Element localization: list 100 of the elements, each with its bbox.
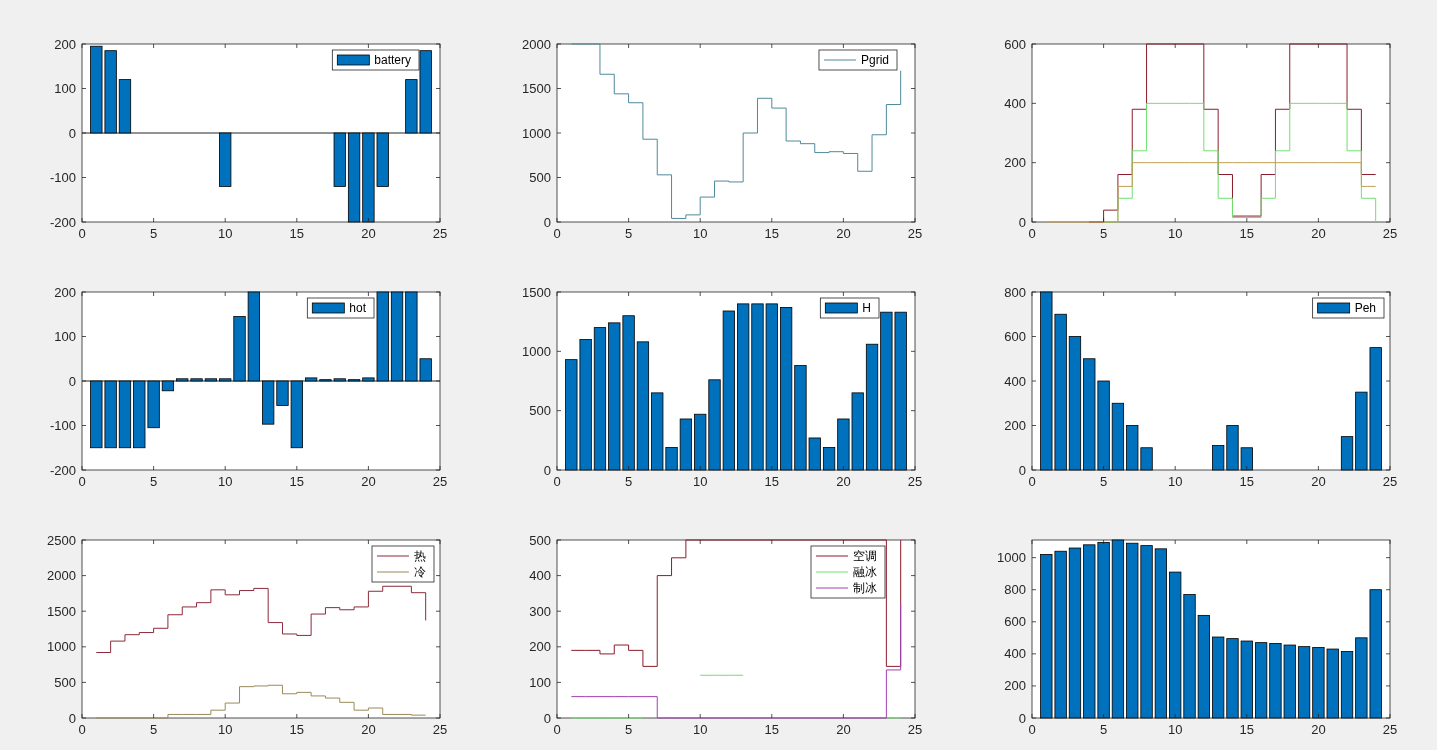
x-tick-label: 5 xyxy=(149,722,158,737)
y-tick-label: 1000 xyxy=(522,343,551,359)
legend-label: 热 xyxy=(414,549,426,564)
y-tick-label: 100 xyxy=(54,329,76,344)
bar xyxy=(304,377,318,382)
bar xyxy=(1111,539,1125,719)
y-tick-label: 2500 xyxy=(47,532,76,548)
y-tick-label: 0 xyxy=(1018,462,1026,478)
x-tick-label: 15 xyxy=(764,226,780,241)
bar xyxy=(636,341,650,471)
y-tick-label: 200 xyxy=(54,284,76,300)
y-tick-label: 500 xyxy=(54,674,76,690)
legend-label: 融冰 xyxy=(853,565,877,580)
y-tick-label: -100 xyxy=(49,170,76,185)
y-tick-label: 100 xyxy=(529,674,551,690)
y-tick-label: 800 xyxy=(1004,582,1026,598)
x-tick-label: 5 xyxy=(1099,226,1108,241)
y-tick-label: 0 xyxy=(68,710,76,726)
y-tick-label: 1000 xyxy=(522,125,551,141)
x-tick-label: 0 xyxy=(78,226,86,241)
bar xyxy=(347,132,361,223)
x-tick-label: 20 xyxy=(836,474,851,489)
x-tick-label: 20 xyxy=(361,722,376,737)
y-tick-label: 200 xyxy=(1004,678,1026,694)
x-tick-label: 20 xyxy=(361,226,376,241)
x-tick-label: 25 xyxy=(907,226,923,241)
y-tick-label: 2000 xyxy=(47,568,76,584)
x-tick-label: 0 xyxy=(553,474,561,489)
y-tick-label: 1500 xyxy=(522,284,551,300)
x-tick-label: 15 xyxy=(289,474,305,489)
y-tick-label: 200 xyxy=(1004,155,1026,171)
legend-label: 冷 xyxy=(414,565,426,580)
x-tick-label: 5 xyxy=(624,722,633,737)
bar xyxy=(1154,548,1168,719)
x-tick-label: 10 xyxy=(217,474,233,489)
y-tick-label: 800 xyxy=(1004,284,1026,300)
x-tick-label: 15 xyxy=(764,722,780,737)
bar xyxy=(593,327,607,471)
bar xyxy=(1340,651,1354,719)
y-tick-label: 1000 xyxy=(997,550,1026,566)
x-tick-label: 10 xyxy=(692,474,708,489)
bar xyxy=(390,291,404,382)
bar xyxy=(204,378,218,382)
y-tick-label: 400 xyxy=(1004,95,1026,111)
y-tick-label: 300 xyxy=(529,603,551,619)
y-tick-label: 0 xyxy=(68,125,76,141)
y-tick-label: 500 xyxy=(529,403,551,419)
x-tick-label: 10 xyxy=(217,722,233,737)
x-tick-label: 0 xyxy=(78,474,86,489)
x-tick-label: 15 xyxy=(1239,722,1255,737)
y-tick-label: -200 xyxy=(49,214,76,230)
bar xyxy=(865,343,879,471)
legend-label: 空调 xyxy=(853,549,877,564)
x-tick-label: 15 xyxy=(764,474,780,489)
x-tick-label: 5 xyxy=(149,226,158,241)
y-tick-label: 1000 xyxy=(47,639,76,655)
x-tick-label: 5 xyxy=(624,226,633,241)
bar xyxy=(118,380,132,449)
x-tick-label: 15 xyxy=(289,226,305,241)
bar xyxy=(333,132,346,187)
x-tick-label: 0 xyxy=(1028,474,1036,489)
y-tick-label: 0 xyxy=(543,214,551,230)
legend-label: battery xyxy=(374,53,411,68)
x-tick-label: 5 xyxy=(149,474,158,489)
y-tick-label: 500 xyxy=(529,170,551,185)
y-tick-label: 400 xyxy=(1004,646,1026,662)
x-tick-label: 20 xyxy=(836,226,851,241)
legend-label: Pgrid xyxy=(860,53,889,68)
x-tick-label: 20 xyxy=(1311,226,1326,241)
x-tick-label: 10 xyxy=(217,226,233,241)
x-tick-label: 20 xyxy=(836,722,851,737)
x-tick-label: 5 xyxy=(624,474,633,489)
x-tick-label: 25 xyxy=(432,722,448,737)
x-tick-label: 10 xyxy=(692,226,708,241)
bar xyxy=(118,79,132,134)
x-tick-label: 15 xyxy=(289,722,305,737)
bar xyxy=(1340,436,1354,471)
bar xyxy=(779,307,793,471)
y-tick-label: 200 xyxy=(529,639,551,655)
x-tick-label: 25 xyxy=(1382,474,1398,489)
legend-label: Peh xyxy=(1354,301,1376,316)
bar xyxy=(161,380,175,392)
bar xyxy=(219,132,232,187)
x-tick-label: 5 xyxy=(1099,722,1108,737)
bar xyxy=(1111,402,1125,471)
x-tick-label: 0 xyxy=(78,722,86,737)
bar xyxy=(1068,547,1082,719)
legend-label: 制冰 xyxy=(853,581,877,596)
y-tick-label: 1500 xyxy=(522,81,551,96)
legend-label: H xyxy=(862,301,871,316)
x-tick-label: 25 xyxy=(432,474,448,489)
x-tick-label: 15 xyxy=(1239,474,1255,489)
y-tick-label: 0 xyxy=(543,710,551,726)
y-tick-label: 600 xyxy=(1004,36,1026,52)
bar xyxy=(1068,336,1082,471)
x-tick-label: 25 xyxy=(1382,226,1398,241)
x-tick-label: 20 xyxy=(361,474,376,489)
y-tick-label: 200 xyxy=(1004,418,1026,433)
x-tick-label: 0 xyxy=(1028,226,1036,241)
x-tick-label: 0 xyxy=(553,226,561,241)
